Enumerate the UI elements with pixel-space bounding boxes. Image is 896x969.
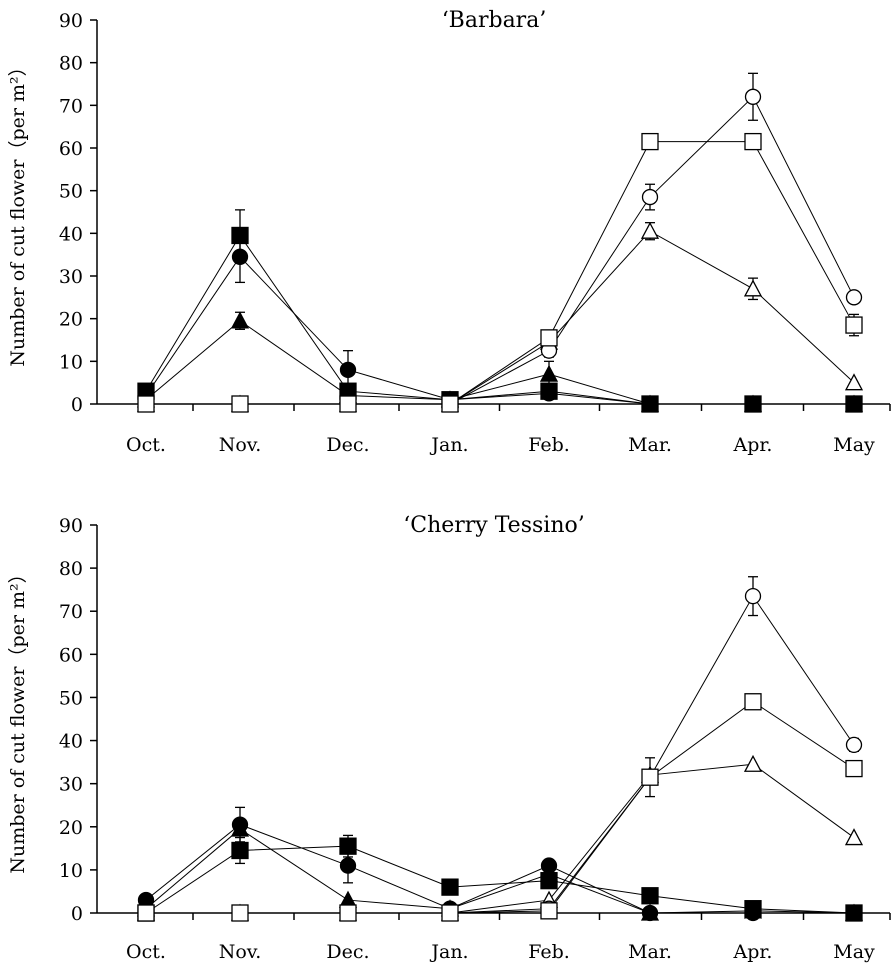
- panel-1-x-tick-label: Nov.: [219, 434, 262, 456]
- panel-2-point-filled-square: [744, 900, 762, 918]
- panel-2-x-tick-label: Jan.: [429, 941, 468, 963]
- panel-1-series-line-filled-triangle: [145, 320, 854, 405]
- panel-1-point-open-square: [845, 316, 863, 334]
- panel-2-point-open-triangle: [844, 828, 864, 846]
- panel-1-point-filled-triangle: [539, 364, 559, 382]
- panel-2-y-tick-label: 10: [59, 860, 83, 882]
- panel-1-x-tick-label: Jan.: [429, 434, 468, 456]
- panel-2-y-tick-label: 30: [59, 774, 83, 796]
- panel-2-x-tick-label: Dec.: [326, 941, 369, 963]
- panel-2-series-line-filled-circle: [145, 824, 854, 914]
- panel-1-series-line-open-square: [146, 141, 855, 405]
- panel-2-title: ‘Cherry Tessino’: [403, 513, 584, 538]
- panel-1-series-line-filled-circle: [145, 256, 854, 405]
- panel-2-series-line-open-circle: [146, 595, 855, 914]
- panel-1-series-line-filled-square: [145, 234, 854, 405]
- panel-1-y-tick-label: 60: [59, 138, 83, 160]
- panel-2-y-axis-label: Number of cut flower（per m²）: [7, 564, 29, 873]
- panel-2-point-open-square: [339, 904, 357, 922]
- panel-1-point-filled-square: [744, 395, 762, 413]
- panel-2-point-open-square: [441, 904, 459, 922]
- panel-2-x-tick-label: Apr.: [733, 941, 773, 963]
- panel-1-x-tick-label: Apr.: [733, 434, 773, 456]
- panel-1-point-open-triangle: [640, 221, 660, 239]
- panel-2-series-line-filled-triangle: [145, 828, 855, 914]
- panel-2-y-tick-label: 80: [59, 558, 83, 580]
- panel-1-y-axis-label: Number of cut flower（per m²）: [7, 57, 29, 366]
- panel-1-y-tick-label: 0: [71, 394, 83, 416]
- panel-1-point-open-square: [540, 329, 558, 347]
- panel-2-x-tick-label: Nov.: [219, 941, 262, 963]
- panel-2-point-filled-square: [641, 887, 659, 905]
- panel-2-point-open-square: [845, 759, 863, 778]
- panel-1-point-open-circle: [641, 188, 659, 206]
- panel-1-y-tick-label: 30: [59, 266, 83, 288]
- panel-1-x-tick-label: Feb.: [528, 434, 570, 456]
- panel-1-point-open-circle: [744, 88, 762, 105]
- panel-1-point-open-triangle: [844, 373, 864, 391]
- panel-1-y-tick-label: 80: [59, 53, 83, 75]
- panel-2-point-open-circle: [845, 736, 863, 754]
- panel-2-point-filled-circle: [231, 816, 249, 833]
- panel-2-point-open-triangle: [743, 754, 763, 772]
- panel-2-x-tick-label: Feb.: [528, 941, 570, 963]
- panel-1-title: ‘Barbara’: [442, 8, 547, 33]
- panel-1-y-tick-label: 10: [59, 351, 83, 373]
- panel-1-point-filled-square: [641, 395, 659, 413]
- panel-1-y-tick-label: 90: [59, 10, 83, 32]
- panel-2-point-filled-square: [339, 837, 357, 855]
- panel-2-point-filled-circle: [339, 857, 357, 874]
- panel-2-x-tick-label: May: [833, 941, 875, 963]
- panel-2-point-filled-circle: [540, 857, 558, 874]
- panel-2-point-filled-square: [540, 872, 558, 890]
- panel-1-point-open-square: [744, 132, 762, 151]
- panel-1-x-tick-label: May: [833, 434, 875, 456]
- panel-1-y-tick-label: 40: [59, 223, 83, 245]
- panel-2-series-line-open-triangle: [146, 763, 855, 914]
- panel-2-x-tick-label: Oct.: [126, 941, 166, 963]
- panel-1-x-tick-label: Dec.: [326, 434, 369, 456]
- panel-1-point-open-square: [231, 395, 249, 413]
- panel-1-point-open-square: [641, 132, 659, 151]
- panel-2-point-filled-square: [441, 878, 459, 896]
- panel-1-point-filled-circle: [339, 361, 357, 379]
- panel-1-point-open-square: [441, 395, 459, 413]
- panel-1-x-tick-label: Mar.: [628, 434, 672, 456]
- panel-1-y-tick-label: 20: [59, 309, 83, 331]
- panel-1-series-line-open-triangle: [146, 230, 855, 405]
- panel-2-series-line-filled-square: [145, 845, 855, 914]
- panel-2-point-open-square: [137, 904, 155, 922]
- panel-1-point-filled-triangle: [230, 311, 250, 329]
- panel-2-y-tick-label: 60: [59, 644, 83, 666]
- panel-1-point-filled-square: [845, 395, 863, 413]
- panel-2-y-tick-label: 40: [59, 731, 83, 753]
- panel-2-y-tick-label: 90: [59, 515, 83, 537]
- panel-1-x-tick-label: Oct.: [126, 434, 166, 456]
- panel-2-point-open-square: [641, 768, 659, 786]
- panel-2-y-tick-label: 70: [59, 601, 83, 623]
- panel-2-point-open-square: [540, 902, 558, 920]
- panel-2-y-tick-label: 20: [59, 817, 83, 839]
- panel-1-point-filled-circle: [231, 248, 249, 265]
- panel-2-x-tick-label: Mar.: [628, 941, 672, 963]
- panel-1-point-open-circle: [845, 289, 863, 306]
- panel-1-point-open-square: [339, 395, 357, 413]
- panel-1-y-tick-label: 70: [59, 95, 83, 117]
- panel-2-series-line-open-square: [146, 701, 855, 914]
- panel-1-point-open-square: [137, 395, 155, 413]
- panel-2-y-tick-label: 0: [71, 903, 83, 925]
- panel-2-point-open-square: [744, 693, 762, 711]
- panel-2-point-open-square: [231, 904, 249, 922]
- panel-2-point-open-circle: [744, 587, 762, 605]
- panel-2-point-filled-square: [231, 841, 249, 860]
- panel-1-point-filled-square: [231, 226, 249, 245]
- panel-2-y-tick-label: 50: [59, 687, 83, 709]
- panel-2-point-filled-square: [845, 904, 863, 922]
- panel-1-y-tick-label: 50: [59, 181, 83, 203]
- panel-1-point-filled-square: [540, 382, 558, 400]
- panel-2-point-filled-circle: [641, 904, 659, 922]
- panel-1-point-open-triangle: [743, 279, 763, 297]
